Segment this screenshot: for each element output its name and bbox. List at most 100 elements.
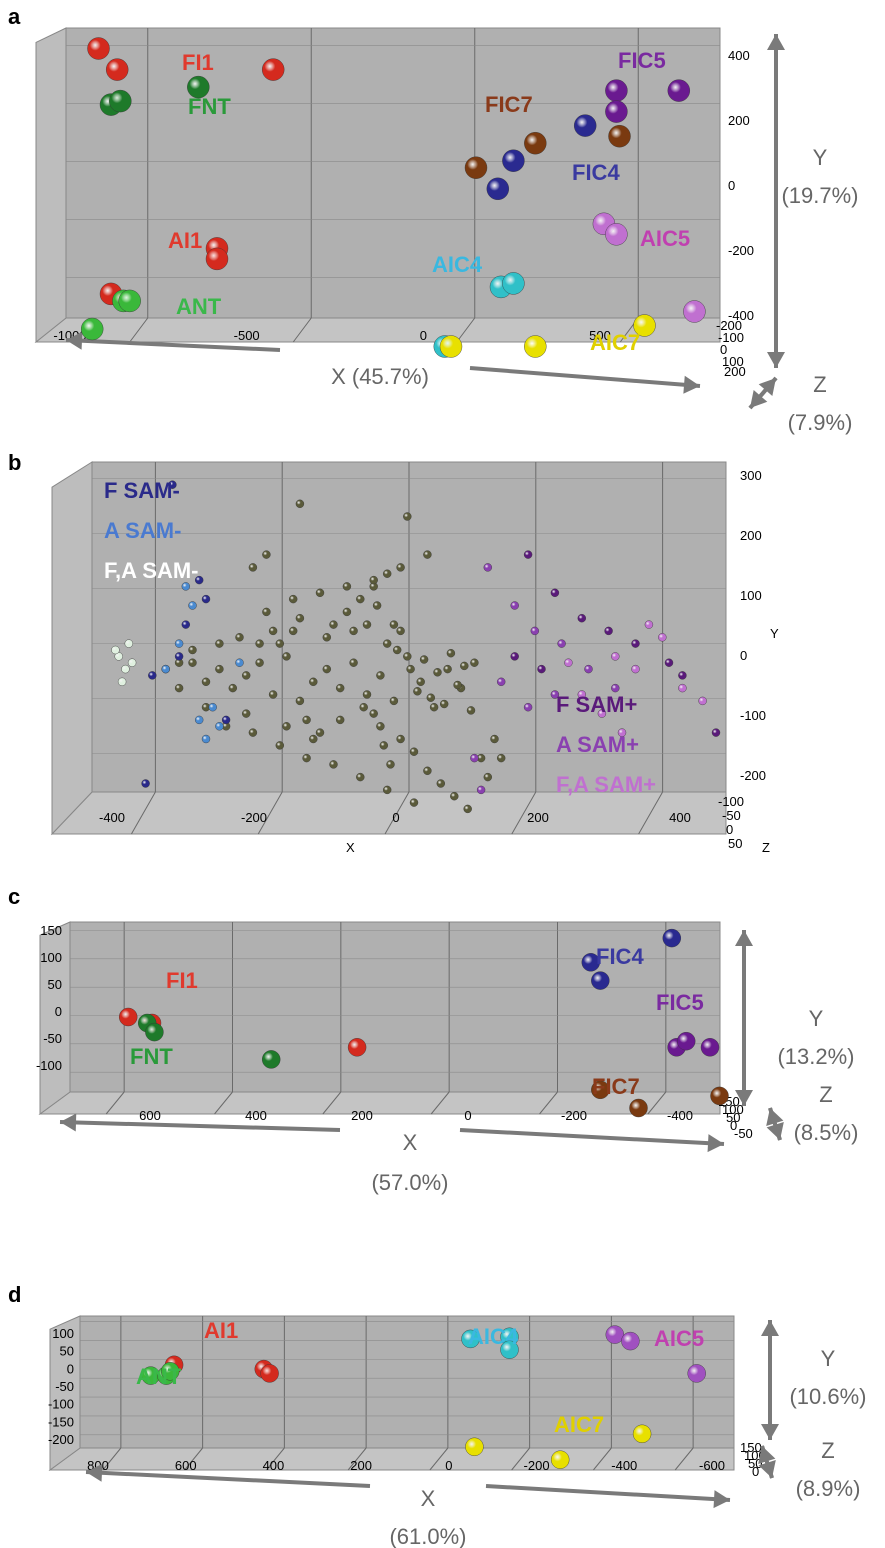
- z-tick-label: 150: [740, 1440, 762, 1455]
- data-point-background: [490, 734, 499, 744]
- y-arrow-down-head: [767, 352, 785, 368]
- data-point-aic5: [687, 1364, 706, 1383]
- group-label: ANT: [136, 1364, 182, 1389]
- data-point-fic5: [700, 1038, 720, 1057]
- data-point-background: [453, 680, 462, 690]
- x-tick-label: 200: [527, 810, 549, 825]
- data-point-a-sam-: [584, 664, 593, 674]
- data-point-fic4: [574, 114, 597, 137]
- data-point-aic4: [461, 1329, 480, 1349]
- data-point-a-sam-: [523, 703, 533, 712]
- data-point-a-sam-: [235, 658, 244, 667]
- data-point-background: [413, 687, 422, 696]
- data-point-background: [268, 690, 278, 699]
- data-point-f-sam-: [523, 550, 533, 559]
- data-point-ant: [118, 289, 141, 313]
- data-point-fic5: [605, 79, 628, 102]
- z-tick-label: -50: [734, 1126, 753, 1141]
- y-tick-label: -150: [48, 1414, 74, 1429]
- y-tick-label: -100: [740, 708, 766, 723]
- group-label: AIC4: [432, 252, 483, 277]
- data-point-f-sam-: [148, 671, 157, 680]
- data-point-aic7: [465, 1437, 484, 1457]
- z-tick-label: 200: [724, 364, 746, 379]
- data-point-f-a-sam-: [577, 690, 586, 699]
- data-point-a-sam-: [557, 639, 566, 648]
- data-point-f-sam-: [168, 480, 177, 489]
- y-tick-label: -400: [728, 308, 754, 323]
- z-tick-label: 0: [726, 822, 733, 837]
- data-point-f-a-sam-: [658, 633, 667, 642]
- data-point-background: [215, 664, 224, 674]
- data-point-aic5: [621, 1331, 640, 1351]
- data-point-fic7: [629, 1098, 648, 1118]
- x-tick-label: -600: [699, 1458, 725, 1473]
- data-point-f-sam-: [181, 620, 191, 629]
- group-label: FIC5: [618, 48, 666, 73]
- x-tick-label: 0: [392, 810, 399, 825]
- y-tick-label: -200: [48, 1432, 74, 1447]
- data-point-background: [356, 594, 365, 604]
- x-arrow-right-head: [683, 375, 700, 394]
- data-point-aic7: [633, 314, 656, 337]
- data-point-a-sam-: [483, 563, 492, 572]
- x-tick-label: 600: [139, 1108, 161, 1123]
- data-point-background: [262, 607, 271, 617]
- data-point-f-sam-: [174, 652, 184, 661]
- data-point-fic5: [605, 100, 628, 123]
- data-point-a-sam-: [497, 677, 506, 686]
- data-point-background: [443, 664, 452, 674]
- data-point-fnt: [187, 75, 210, 99]
- data-point-background: [336, 683, 345, 693]
- z-tick-label: -100: [718, 794, 744, 809]
- data-point-background: [349, 658, 358, 667]
- data-point-aic4: [500, 1340, 519, 1359]
- side-wall: [49, 1315, 81, 1471]
- y-axis-percent: (19.7%): [781, 183, 858, 208]
- data-point-aic7: [524, 335, 547, 358]
- x-tick-label: 200: [351, 1108, 373, 1123]
- data-point-background: [429, 703, 439, 712]
- data-point-aic5: [605, 223, 628, 246]
- gridline-floor: [592, 1447, 612, 1471]
- data-point-f-sam-: [221, 715, 231, 725]
- data-point-background: [460, 661, 469, 671]
- data-point-background: [235, 633, 244, 642]
- data-point-background: [315, 588, 325, 597]
- x-tick-label: -400: [99, 810, 125, 825]
- data-point-background: [463, 804, 472, 814]
- y-tick-label: 100: [740, 588, 762, 603]
- data-point-fic4: [486, 177, 509, 201]
- data-point-background: [262, 550, 271, 559]
- data-point-ai1: [205, 247, 229, 271]
- data-point-f-a-sam-: [564, 658, 573, 667]
- y-tick-label: 100: [40, 950, 62, 965]
- x-arrow-left: [85, 1470, 371, 1488]
- data-point-background: [275, 639, 284, 648]
- data-point-background: [309, 677, 318, 686]
- data-point-background: [228, 683, 238, 693]
- data-point-background: [376, 671, 385, 680]
- data-point-f-a-sam-: [617, 728, 627, 737]
- data-point-aic4: [502, 272, 525, 295]
- data-point-background: [255, 658, 264, 667]
- data-point-ai1: [260, 1364, 279, 1383]
- data-point-background: [289, 594, 298, 604]
- y-tick-label: -200: [728, 243, 754, 258]
- y-tick-label: 200: [740, 528, 762, 543]
- y-axis-label: Y: [813, 145, 828, 170]
- data-point-background: [309, 734, 318, 744]
- x-tick-label: 600: [175, 1458, 197, 1473]
- x-arrow-right-head: [707, 1134, 724, 1153]
- data-point-background: [372, 601, 382, 610]
- y-arrow-down-head: [735, 1090, 753, 1106]
- data-point-background: [201, 677, 211, 686]
- y-tick-label: 50: [60, 1344, 74, 1359]
- data-point-fi1: [105, 58, 129, 81]
- data-point-background: [403, 512, 412, 521]
- z-axis-label: Z: [821, 1438, 834, 1463]
- z-tick-label: 0: [720, 342, 727, 357]
- group-label: FI1: [182, 50, 214, 75]
- y-axis-label: Y: [809, 1006, 824, 1031]
- x-arrow-right-head: [713, 1490, 730, 1509]
